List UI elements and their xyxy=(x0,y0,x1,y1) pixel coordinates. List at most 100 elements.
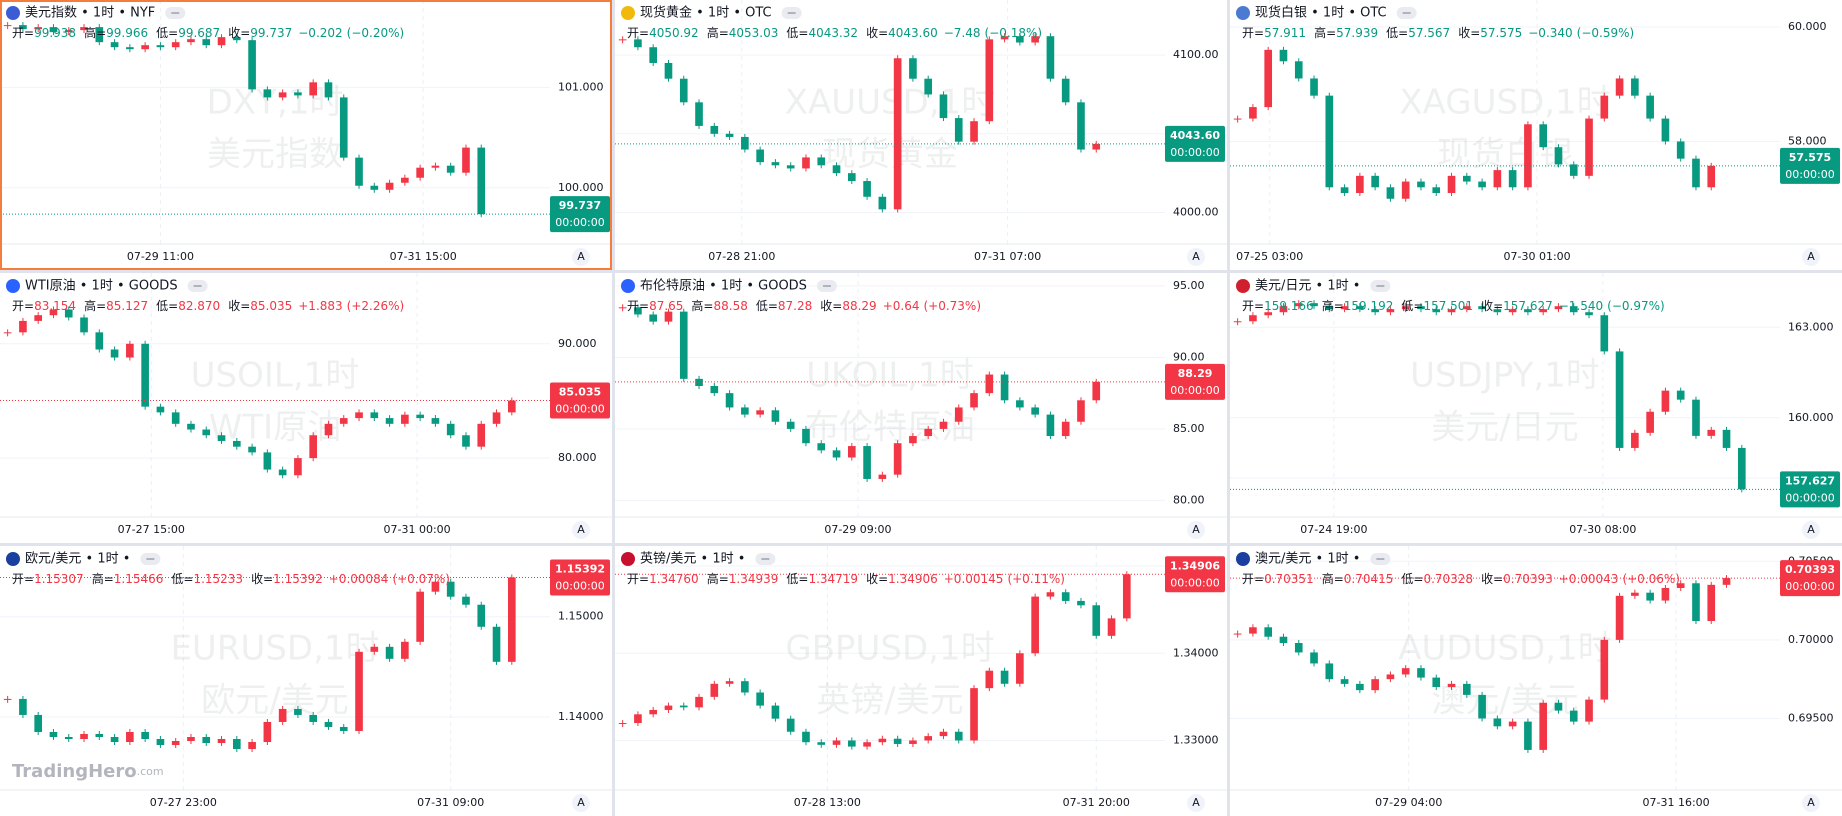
y-tick-label: 90.000 xyxy=(558,337,597,350)
candle xyxy=(1508,721,1517,727)
auto-scale-button[interactable] xyxy=(1187,248,1205,266)
ohlc-value: 57.575 xyxy=(1480,26,1522,40)
chart-title[interactable]: 布伦特原油 • 1时 • GOODS xyxy=(640,279,807,294)
candle xyxy=(1600,315,1609,352)
candle xyxy=(649,47,658,63)
countdown: 00:00:00 xyxy=(1170,384,1219,397)
candle xyxy=(370,412,379,419)
chart-panel[interactable]: AUDUSD,1时澳元/美元0.695000.700000.705000.703… xyxy=(1230,546,1842,816)
chart-title[interactable]: 美元/日元 • 1时 • xyxy=(1255,279,1360,294)
candle xyxy=(1310,78,1318,96)
candle xyxy=(1016,400,1024,408)
ohlc-value: 99.966 xyxy=(106,26,148,40)
candle xyxy=(1417,181,1425,188)
chart-panel[interactable]: USDJPY,1时美元/日元158.000160.000163.000157.6… xyxy=(1230,273,1842,543)
y-tick-label: 0.69500 xyxy=(1788,711,1834,724)
auto-scale-button[interactable] xyxy=(1187,794,1205,812)
watermark: XAUUSD,1时 xyxy=(785,83,996,123)
candle xyxy=(309,435,318,459)
countdown: 00:00:00 xyxy=(1170,146,1219,159)
candle xyxy=(217,435,226,441)
countdown: 00:00:00 xyxy=(555,403,604,416)
auto-scale-label[interactable]: A xyxy=(1192,523,1200,536)
chart-panel[interactable]: USOIL,1时 WTI原油 80.000 90.000 85.035 00:00:00 0… xyxy=(0,273,612,543)
candle xyxy=(370,646,379,652)
auto-scale-label[interactable]: A xyxy=(577,796,585,809)
auto-scale-button[interactable] xyxy=(1802,521,1820,539)
countdown: 00:00:00 xyxy=(1170,576,1219,589)
candle xyxy=(1432,677,1441,688)
candle xyxy=(1325,306,1334,310)
auto-scale-label[interactable]: A xyxy=(1807,523,1815,536)
auto-scale-label[interactable]: A xyxy=(577,250,585,263)
ohlc-label: 低= xyxy=(1386,26,1408,40)
selection-border xyxy=(0,0,612,270)
ohlc-value: 0.70393 xyxy=(1503,572,1553,586)
change-value: +0.00145 xyxy=(944,572,1004,586)
auto-scale-button[interactable] xyxy=(1187,521,1205,539)
ohlc-value: 1.15466 xyxy=(114,572,164,586)
candle xyxy=(1401,306,1410,310)
auto-scale-button[interactable] xyxy=(1802,794,1820,812)
candle xyxy=(1122,574,1131,619)
x-tick-label: 07-29 09:00 xyxy=(824,523,891,536)
price-label-value: 4043.60 xyxy=(1170,129,1220,142)
candle xyxy=(1539,124,1548,148)
y-tick-label: 60.000 xyxy=(1788,20,1827,33)
auto-scale-label[interactable]: A xyxy=(1807,796,1815,809)
candle xyxy=(1462,306,1471,310)
candle xyxy=(1524,721,1532,750)
candle xyxy=(756,410,764,415)
candle xyxy=(1585,118,1593,176)
candle xyxy=(202,429,211,436)
auto-scale-button[interactable] xyxy=(572,794,590,812)
chart-title[interactable]: 美元指数 • 1时 • NYF xyxy=(25,6,155,21)
chart-panel[interactable]: XAUUSD,1时现货黄金4000.004050.004100.004043.6… xyxy=(615,0,1227,270)
candle xyxy=(19,698,27,715)
chart-title[interactable]: 澳元/美元 • 1时 • xyxy=(1255,551,1360,567)
chart-title[interactable]: 英镑/美元 • 1时 • xyxy=(640,551,745,567)
auto-scale-label[interactable]: A xyxy=(577,523,585,536)
candle xyxy=(1447,175,1456,194)
candle xyxy=(1249,627,1257,634)
ohlc-label: 收= xyxy=(820,299,842,313)
candle xyxy=(1000,36,1009,40)
candle xyxy=(1016,653,1024,684)
chart-title[interactable]: WTI原油 • 1时 • GOODS xyxy=(25,279,178,294)
candle xyxy=(49,309,58,316)
candle xyxy=(110,736,119,743)
ohlc-value: 57.567 xyxy=(1408,26,1450,40)
ohlc-label: 高= xyxy=(84,25,106,40)
auto-scale-button[interactable] xyxy=(572,521,590,539)
ohlc-value: 1.34719 xyxy=(808,572,858,586)
candle xyxy=(217,738,226,744)
ohlc-label: 高= xyxy=(707,25,729,40)
auto-scale-label[interactable]: A xyxy=(1807,250,1815,263)
candle xyxy=(126,47,134,50)
candle xyxy=(19,320,27,333)
candle xyxy=(294,708,302,715)
candle xyxy=(679,705,688,708)
ohlc-value: 57.939 xyxy=(1336,26,1378,40)
y-tick-label: 101.000 xyxy=(558,80,604,93)
chart-title[interactable]: 现货白银 • 1时 • OTC xyxy=(1255,5,1387,21)
chart-title[interactable]: 现货黄金 • 1时 • OTC xyxy=(640,5,772,21)
candle xyxy=(171,42,180,48)
candle xyxy=(232,440,241,447)
candle xyxy=(80,27,88,31)
auto-scale-button[interactable] xyxy=(572,248,590,266)
candle xyxy=(1493,309,1502,313)
candle xyxy=(1432,309,1441,313)
auto-scale-button[interactable] xyxy=(1802,248,1820,266)
watermark: 现货黄金 xyxy=(822,135,958,175)
ohlc-value: 57.911 xyxy=(1264,26,1306,40)
change-value: −1.540 xyxy=(1559,299,1603,313)
auto-scale-label[interactable]: A xyxy=(1192,796,1200,809)
auto-scale-label[interactable]: A xyxy=(1192,250,1200,263)
chart-panel[interactable]: GBPUSD,1时英镑/美元1.330001.340001.350001.349… xyxy=(615,546,1227,816)
chart-title[interactable]: 欧元/美元 • 1时 • xyxy=(25,552,130,567)
